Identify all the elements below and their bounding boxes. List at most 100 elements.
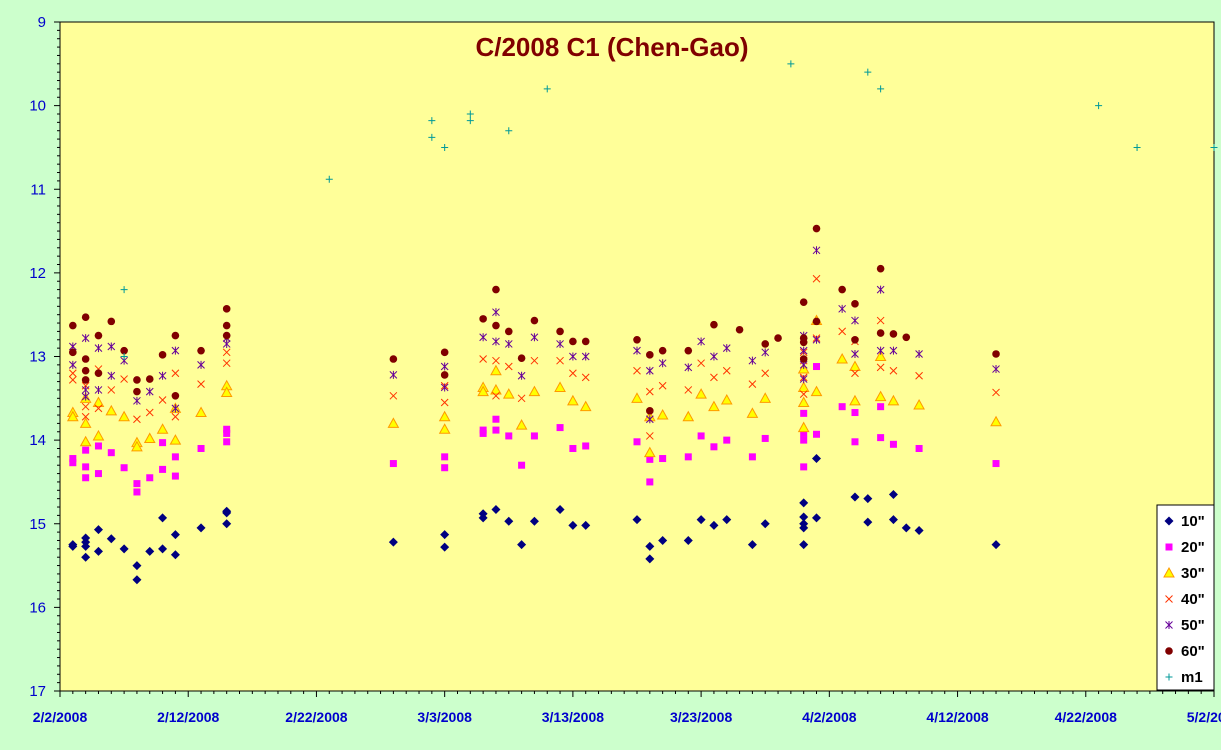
- data-point: [810, 385, 823, 397]
- data-point: [658, 359, 667, 368]
- data-point: [838, 304, 847, 313]
- data-point: [876, 363, 885, 372]
- series-6: [120, 60, 1218, 360]
- data-point: [889, 346, 898, 355]
- data-point: [684, 363, 693, 372]
- data-point: [94, 470, 102, 478]
- data-point: [120, 464, 128, 472]
- data-point: [746, 407, 759, 418]
- data-point: [441, 453, 449, 461]
- data-point: [504, 327, 513, 336]
- data-point: [761, 340, 770, 348]
- data-point: [569, 337, 577, 346]
- data-point: [556, 356, 564, 365]
- data-point: [759, 392, 772, 403]
- data-point: [901, 523, 911, 533]
- data-point: [874, 350, 887, 361]
- legend-marker: [1165, 673, 1173, 681]
- data-point: [505, 127, 513, 135]
- legend: 10" 20" 30" 40" 50" 60" m1: [1156, 504, 1215, 691]
- data-point: [722, 366, 731, 375]
- data-point: [567, 394, 579, 406]
- data-point: [876, 264, 885, 273]
- data-point: [851, 335, 859, 344]
- data-point: [118, 410, 130, 422]
- x-tick-label: 3/3/2008: [417, 709, 472, 725]
- data-point: [631, 392, 643, 403]
- legend-marker: [1165, 621, 1173, 629]
- data-point: [633, 366, 641, 375]
- data-point: [799, 375, 808, 384]
- data-point: [94, 369, 103, 378]
- data-point: [761, 348, 770, 357]
- data-point: [863, 494, 873, 504]
- data-point: [146, 474, 154, 482]
- data-point: [159, 439, 167, 447]
- data-point: [222, 348, 231, 357]
- data-point: [505, 432, 513, 440]
- legend-marker: [1163, 566, 1175, 578]
- data-point: [196, 523, 206, 533]
- data-point: [812, 246, 821, 255]
- data-point: [492, 391, 500, 400]
- data-point: [477, 385, 489, 397]
- data-point: [222, 519, 232, 529]
- data-point: [913, 398, 925, 410]
- data-point: [68, 369, 77, 378]
- data-point: [643, 446, 656, 458]
- data-point: [581, 520, 591, 530]
- data-point: [92, 396, 105, 407]
- data-point: [851, 369, 859, 378]
- data-point: [710, 443, 718, 451]
- data-point: [800, 429, 808, 437]
- data-point: [554, 381, 566, 392]
- data-point: [171, 472, 179, 480]
- y-tick-label: 17: [29, 683, 46, 700]
- legend-marker: [1165, 647, 1173, 655]
- data-point: [428, 117, 436, 125]
- data-point: [515, 419, 528, 430]
- data-point: [440, 530, 450, 540]
- data-point: [992, 388, 1000, 397]
- data-point: [440, 383, 449, 392]
- data-point: [105, 404, 118, 416]
- data-point: [851, 349, 859, 358]
- data-point: [133, 376, 141, 384]
- data-point: [220, 386, 233, 397]
- data-point: [849, 360, 861, 372]
- data-point: [797, 381, 810, 392]
- data-point: [991, 540, 1001, 550]
- data-point: [81, 376, 90, 384]
- series-2: [66, 314, 1002, 458]
- data-point: [69, 455, 77, 463]
- data-point: [171, 346, 180, 355]
- data-point: [569, 444, 577, 452]
- data-point: [81, 412, 90, 421]
- data-point: [81, 392, 90, 401]
- data-point: [479, 333, 487, 342]
- data-point: [800, 409, 808, 417]
- data-point: [438, 423, 451, 434]
- data-point: [569, 352, 577, 361]
- data-point: [761, 434, 769, 442]
- data-point: [645, 541, 655, 551]
- data-point: [79, 435, 92, 447]
- data-point: [658, 535, 668, 545]
- data-point: [389, 370, 398, 379]
- data-point: [874, 390, 887, 402]
- data-point: [92, 429, 105, 441]
- data-point: [877, 403, 885, 411]
- data-point: [1133, 143, 1141, 151]
- data-point: [735, 325, 744, 334]
- data-point: [158, 544, 168, 554]
- data-point: [132, 575, 142, 585]
- data-point: [864, 68, 872, 76]
- data-point: [158, 513, 168, 523]
- data-point: [555, 505, 565, 515]
- y-tick-label: 15: [29, 516, 46, 533]
- data-point: [646, 478, 654, 486]
- data-point: [492, 321, 500, 330]
- data-point: [529, 516, 539, 526]
- data-point: [197, 346, 205, 355]
